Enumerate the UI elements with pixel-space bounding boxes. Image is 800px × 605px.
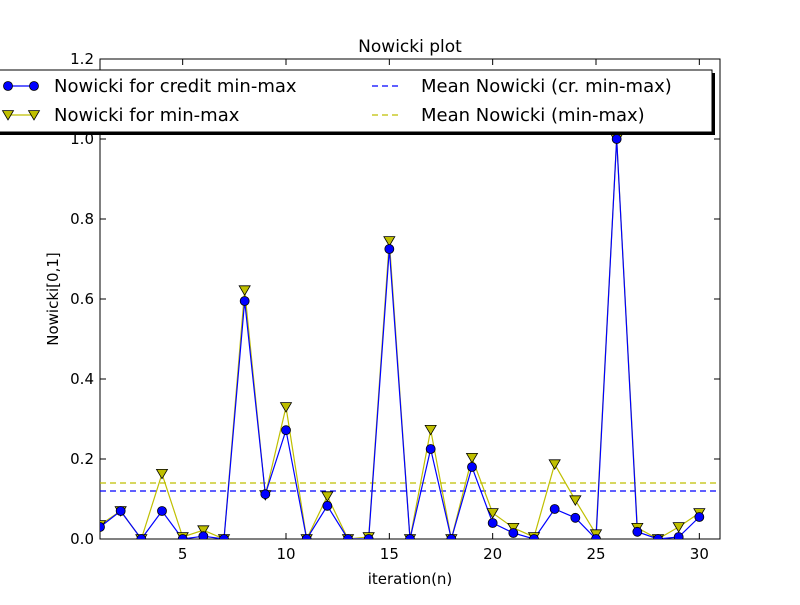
series-2-point-19 — [465, 452, 479, 464]
series-1-point-8 — [239, 296, 250, 306]
series-2-point-24 — [569, 495, 582, 506]
series-2-point-21 — [507, 523, 520, 534]
y-tick-label-0.2: 0.2 — [70, 450, 94, 468]
series-1-point-12 — [322, 500, 333, 511]
series-2-point-17 — [424, 424, 437, 436]
x-tick-label-5: 5 — [178, 545, 188, 563]
y-tick-label-0.8: 0.8 — [70, 210, 94, 228]
series-2-point-29 — [672, 522, 685, 533]
series-1-point-9 — [260, 489, 271, 500]
series-1-point-3 — [136, 534, 147, 539]
x-tick-label-10: 10 — [276, 545, 295, 563]
x-tick-label-15: 15 — [380, 545, 399, 563]
series-1-point-2 — [115, 506, 126, 516]
legend-box — [0, 69, 713, 133]
x-tick-label-25: 25 — [586, 545, 605, 563]
series-line-2 — [100, 138, 700, 539]
series-2-point-4 — [155, 468, 169, 480]
series-1-point-5 — [177, 534, 188, 539]
legend-label-mean-2: Mean Nowicki (min-max) — [421, 105, 645, 126]
x-axis-title: iteration(n) — [368, 570, 453, 588]
series-1-point-20 — [487, 518, 498, 528]
series-2-point-12 — [321, 491, 334, 502]
x-tick-label-30: 30 — [690, 545, 709, 563]
series-1-point-18 — [446, 534, 457, 539]
chart-title: Nowicki plot — [358, 37, 462, 57]
series-1-point-22 — [529, 534, 539, 539]
series-1-point-14 — [363, 534, 374, 539]
series-1-point-19 — [467, 462, 477, 472]
series-1-point-1 — [100, 522, 105, 532]
y-tick-label-0: 0.0 — [70, 530, 94, 548]
series-1-point-23 — [549, 504, 560, 514]
x-tick-label-20: 20 — [483, 545, 502, 563]
legend-marker-series-1-b — [29, 81, 39, 91]
series-2-point-15 — [383, 236, 396, 247]
series-1-point-27 — [632, 526, 643, 537]
series-1-point-15 — [384, 244, 395, 254]
series-1-point-26 — [611, 134, 622, 144]
data-layer — [100, 134, 720, 539]
series-2-point-10 — [279, 402, 293, 413]
series-1-point-13 — [343, 534, 353, 539]
legend-marker-series-2-b — [27, 110, 41, 121]
series-1-point-16 — [405, 534, 415, 539]
y-tick-label-0.4: 0.4 — [70, 370, 94, 388]
y-axis-title: Nowicki[0,1] — [44, 252, 62, 346]
series-1-point-29 — [673, 532, 684, 539]
series-1-point-7 — [219, 534, 229, 539]
series-1-point-6 — [198, 531, 209, 539]
series-2-point-23 — [548, 459, 561, 470]
series-2-point-8 — [238, 285, 251, 296]
y-tick-label-0.6: 0.6 — [70, 290, 94, 308]
legend: Nowicki for credit min-max Nowicki for mi… — [0, 69, 715, 135]
legend-label-series-1: Nowicki for credit min-max — [54, 76, 297, 97]
series-1-point-21 — [508, 528, 519, 538]
legend-marker-series-1-a — [3, 81, 13, 91]
legend-marker-series-2-a — [1, 110, 15, 121]
series-1-point-28 — [653, 534, 663, 539]
series-1-point-10 — [281, 425, 291, 436]
series-1-point-30 — [694, 512, 705, 522]
series-1-point-11 — [301, 534, 312, 539]
legend-label-mean-1: Mean Nowicki (cr. min-max) — [421, 76, 672, 97]
series-2-point-20 — [486, 508, 499, 519]
legend-label-series-2: Nowicki for min-max — [54, 105, 240, 126]
y-tick-label-1.2: 1.2 — [70, 50, 94, 68]
series-line-1 — [100, 138, 700, 539]
series-1-point-24 — [570, 512, 581, 523]
series-1-point-25 — [591, 534, 601, 539]
plot-area: 5 10 15 20 25 300.00.20.40.60.81.01.2 — [70, 50, 721, 563]
series-1-point-4 — [157, 506, 167, 516]
series-2-point-6 — [197, 525, 210, 536]
series-1-point-17 — [425, 444, 436, 454]
